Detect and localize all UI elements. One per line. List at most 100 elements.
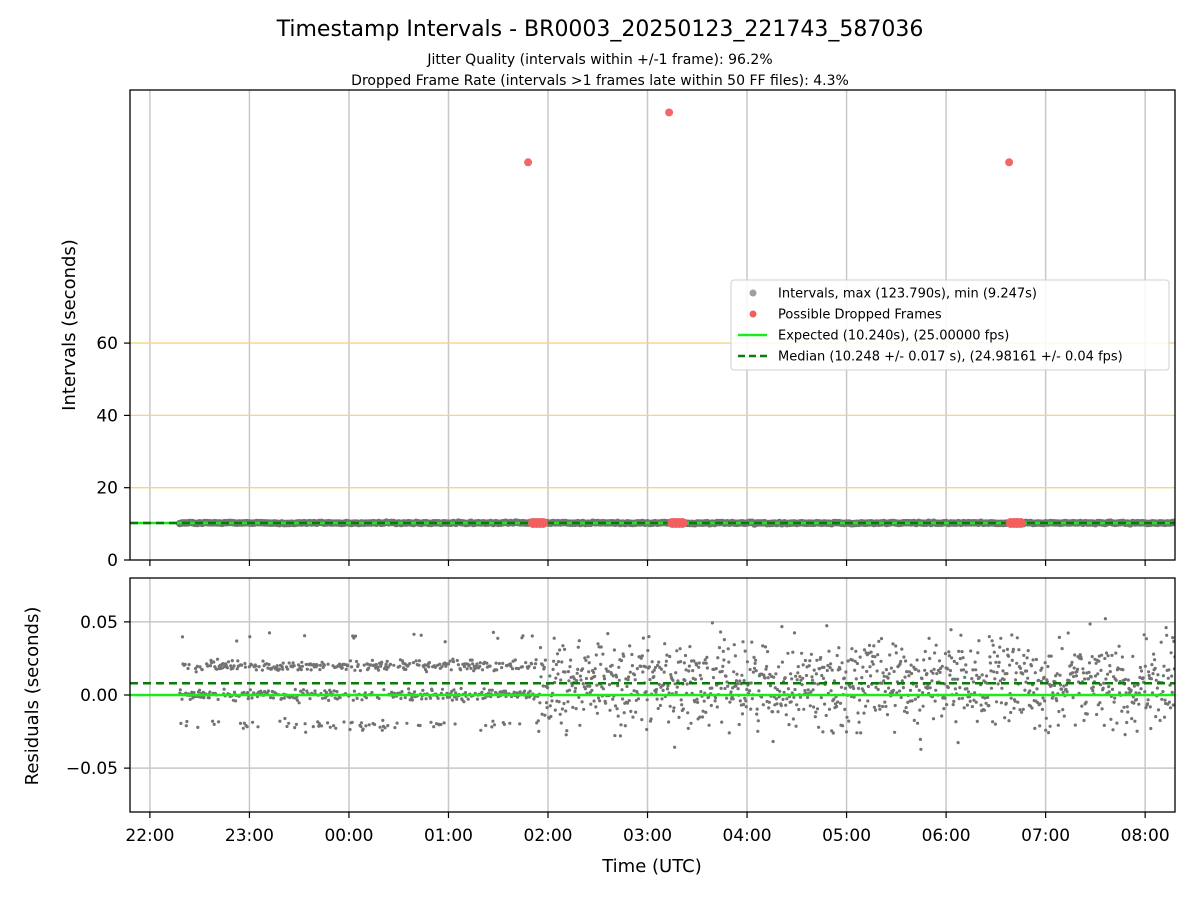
residual-point (883, 689, 887, 694)
residual-point (720, 669, 724, 674)
residual-point (779, 704, 783, 708)
residual-point (933, 699, 937, 703)
residual-point (698, 715, 702, 719)
residual-point (1108, 664, 1112, 668)
residual-point (736, 687, 740, 691)
residual-point (1120, 709, 1124, 713)
residual-point (595, 711, 600, 715)
residual-point (748, 689, 752, 693)
residual-point (832, 679, 837, 683)
residual-point (321, 696, 325, 700)
residual-point (869, 650, 873, 654)
residual-point (983, 696, 987, 700)
x-tick-label: 00:00 (324, 826, 373, 846)
residual-point (1144, 706, 1148, 710)
residual-point (798, 675, 802, 679)
residual-point (717, 646, 722, 650)
residual-point (995, 654, 1000, 658)
residual-point (596, 642, 600, 646)
residual-point (709, 703, 713, 708)
residual-point (704, 661, 708, 665)
residual-point (392, 663, 396, 667)
residual-point (541, 663, 545, 667)
residual-point (781, 697, 785, 702)
residual-point (1112, 675, 1116, 679)
residual-point (563, 670, 567, 674)
residual-point (743, 649, 747, 653)
residual-point (701, 709, 705, 713)
residual-point (292, 664, 296, 668)
residual-point (754, 658, 758, 662)
residual-point (899, 659, 903, 664)
residual-point (892, 669, 896, 674)
residual-point (611, 697, 615, 701)
residual-point (869, 674, 873, 678)
residual-point (1123, 733, 1127, 737)
residual-point (940, 664, 944, 668)
residual-point (789, 700, 793, 704)
residual-point (783, 676, 787, 680)
residual-point (733, 654, 738, 658)
residual-point (991, 643, 995, 647)
residual-point (732, 643, 736, 647)
x-tick-label: 07:00 (1021, 826, 1070, 846)
residual-point (598, 699, 602, 703)
residual-point (384, 662, 388, 666)
residual-point (867, 643, 872, 648)
residual-point (524, 661, 528, 665)
residual-point (672, 706, 676, 710)
residual-point (1099, 668, 1103, 673)
residual-point (549, 714, 553, 719)
residual-point (1017, 648, 1021, 652)
residual-point (617, 678, 621, 682)
residual-point (245, 725, 249, 729)
residual-point (1069, 663, 1073, 667)
residual-point (1000, 686, 1004, 690)
residual-point (815, 658, 819, 662)
residual-point (738, 699, 742, 703)
residual-point (571, 705, 575, 710)
residual-point (466, 697, 470, 701)
residual-point (669, 673, 673, 677)
residual-point (972, 698, 976, 702)
residual-point (561, 644, 565, 648)
residual-point (1098, 701, 1102, 705)
residual-point (952, 659, 956, 664)
residuals-y-tick-label: −0.05 (66, 759, 118, 779)
residual-point (554, 662, 559, 667)
x-tick-label: 05:00 (822, 826, 871, 846)
residual-point (1018, 708, 1022, 712)
residual-point (1169, 651, 1173, 655)
residual-point (645, 727, 649, 732)
residual-point (1049, 654, 1053, 658)
residual-point (848, 685, 852, 689)
residual-point (871, 662, 875, 666)
residual-point (1100, 707, 1104, 711)
dropped-frame-point (524, 158, 533, 167)
residual-point (965, 687, 969, 691)
residual-point (1143, 664, 1147, 668)
residual-point (815, 707, 820, 711)
residual-point (456, 663, 460, 667)
residual-point (1116, 667, 1121, 671)
residual-point (469, 666, 473, 671)
residual-point (1160, 697, 1164, 701)
residual-point (901, 686, 906, 690)
residual-point (297, 701, 301, 705)
residual-point (617, 665, 621, 669)
residual-point (1021, 672, 1025, 676)
residual-point (1103, 617, 1107, 621)
residual-point (211, 719, 215, 723)
residual-point (697, 661, 701, 665)
residual-point (1094, 661, 1098, 665)
residual-point (705, 655, 709, 660)
residual-point (647, 635, 651, 639)
residual-point (991, 720, 995, 724)
residual-point (627, 675, 631, 679)
residual-point (443, 640, 447, 644)
residual-point (838, 701, 843, 705)
residual-point (711, 676, 716, 680)
residual-point (1013, 699, 1017, 703)
residual-point (857, 720, 861, 724)
